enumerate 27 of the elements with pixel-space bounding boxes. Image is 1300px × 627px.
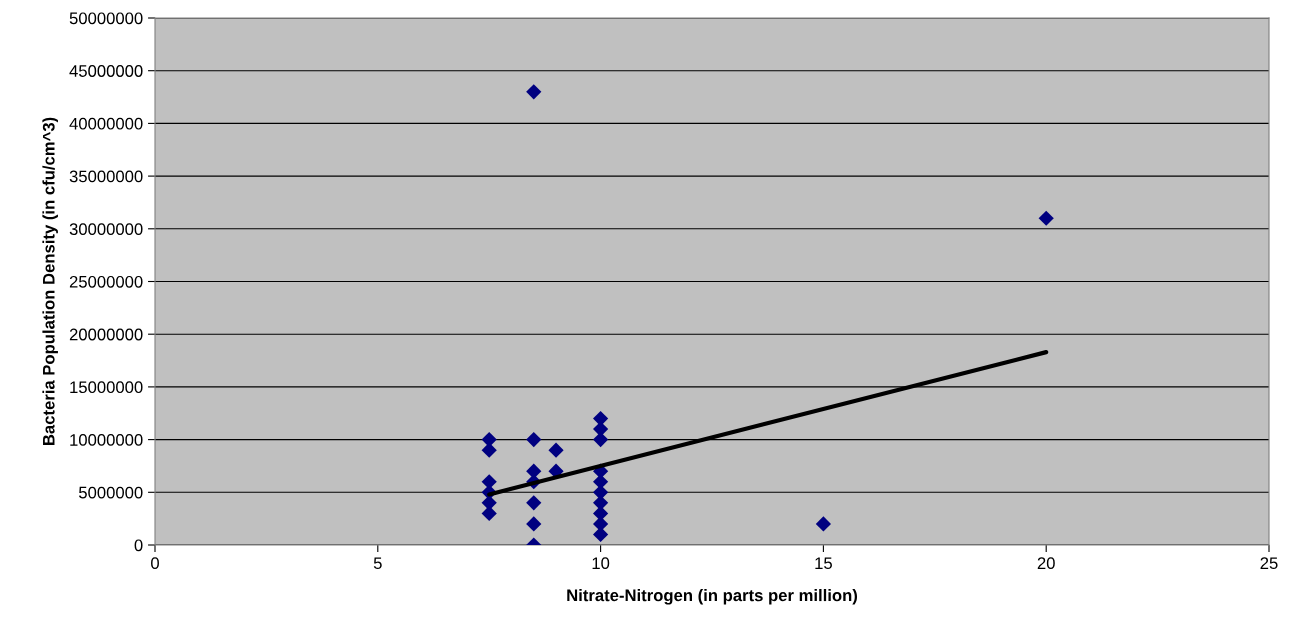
x-axis-title: Nitrate-Nitrogen (in parts per million) (567, 589, 858, 605)
y-tick-label: 10000000 (70, 434, 143, 446)
x-tick-label: 25 (1260, 557, 1278, 570)
y-tick-label: 25000000 (69, 275, 143, 288)
y-tick-label: 20000000 (69, 328, 143, 341)
x-tick-label: 0 (151, 557, 159, 570)
y-tick-label: 5000000 (78, 486, 143, 499)
y-tick-label: 40000000 (69, 117, 143, 130)
point (1038, 210, 1054, 226)
y-tick-label: 45000000 (69, 65, 143, 77)
y-tick-label: 30000000 (69, 223, 143, 235)
y-tick-label: 15000000 (70, 381, 143, 394)
y-axis-title: Bacteria Population Density (in cfu/cm^3) (42, 117, 58, 445)
point (526, 431, 542, 448)
x-tick-label: 20 (1037, 557, 1055, 570)
y-tick-label: 50000000 (69, 12, 143, 25)
point (526, 495, 542, 511)
point (526, 84, 542, 100)
y-tick-label: 35000000 (69, 170, 143, 183)
point (526, 516, 542, 532)
y-tick-label: 0 (134, 539, 143, 552)
point (815, 516, 832, 532)
x-tick-label: 10 (592, 557, 610, 570)
x-tick-label: 5 (373, 557, 382, 570)
point (548, 442, 564, 458)
x-tick-label: 15 (815, 557, 832, 570)
point (481, 442, 497, 458)
